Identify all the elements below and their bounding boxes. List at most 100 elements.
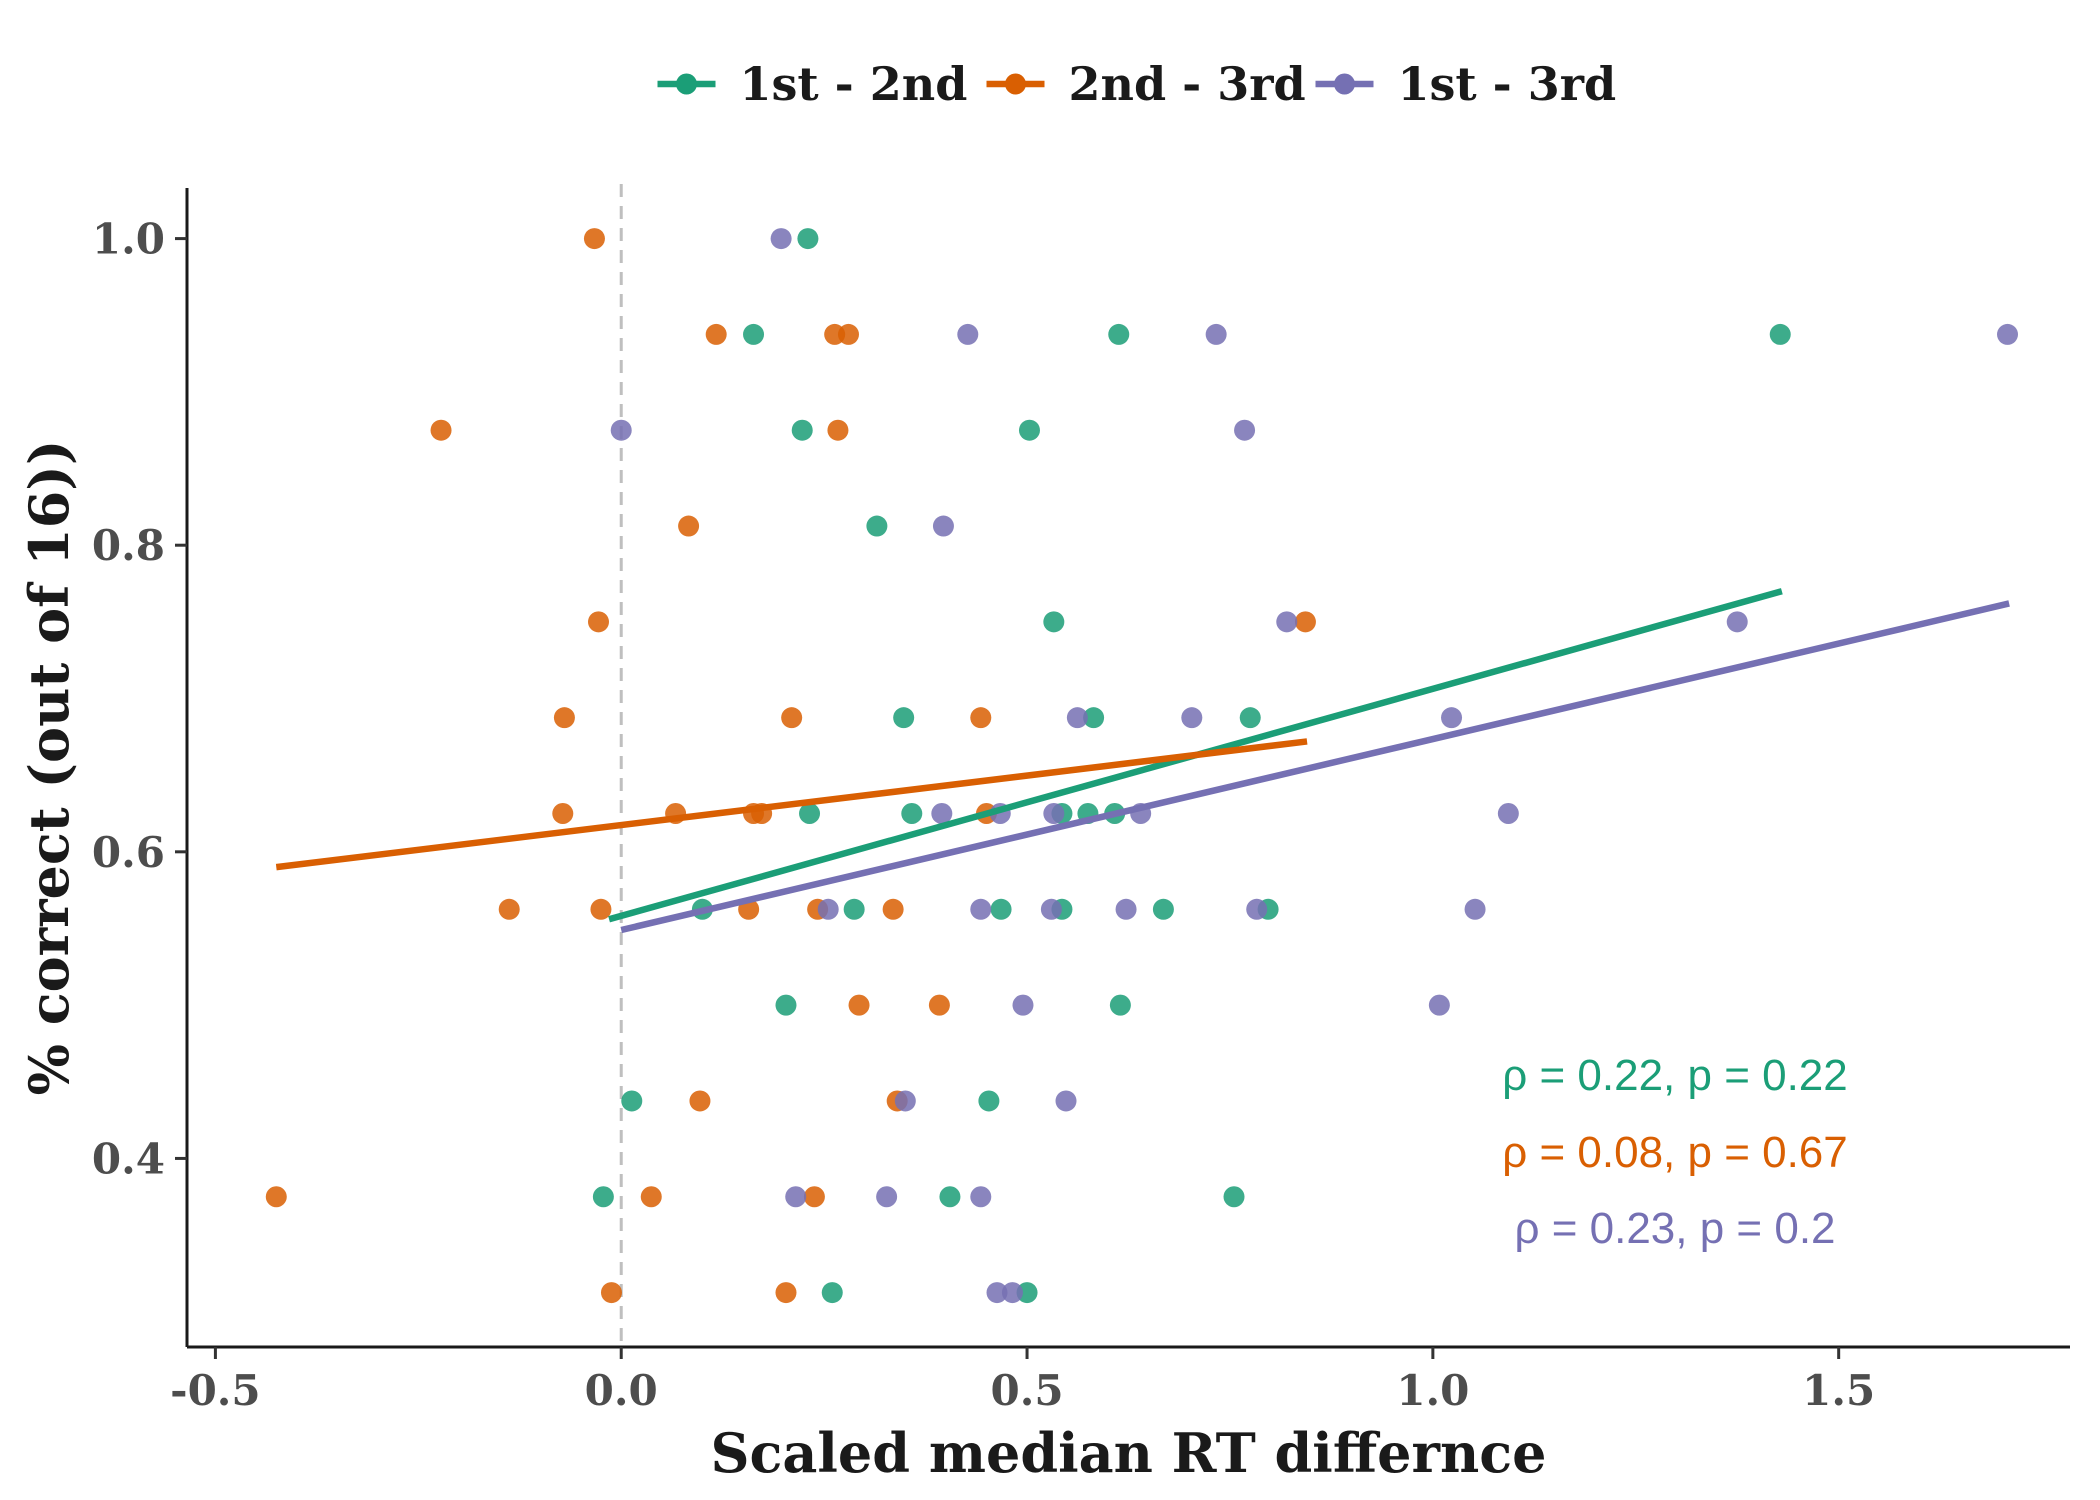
point-series-1 [893, 707, 915, 729]
point-series-2 [430, 419, 452, 441]
point-series-2 [705, 323, 727, 345]
legend-point-swatch [676, 73, 697, 95]
point-series-2 [928, 994, 950, 1016]
point-series-3 [1066, 707, 1088, 729]
fit-line-series-3 [620, 600, 2010, 934]
point-series-3 [1043, 802, 1065, 824]
point-series-3 [610, 419, 632, 441]
fit-lines-layer [275, 588, 2010, 934]
point-series-1 [939, 1186, 961, 1208]
point-series-3 [957, 323, 979, 345]
point-series-2 [837, 323, 859, 345]
point-series-1 [799, 802, 821, 824]
point-series-3 [785, 1186, 807, 1208]
point-series-1 [990, 898, 1012, 920]
point-series-1 [1018, 419, 1040, 441]
point-series-1 [901, 802, 923, 824]
point-series-1 [592, 1186, 614, 1208]
point-series-3 [894, 1090, 916, 1112]
points-layer [265, 228, 2019, 1304]
point-series-1 [791, 419, 813, 441]
x-tick-label: 1.5 [1802, 1366, 1875, 1415]
point-series-1 [1083, 707, 1105, 729]
point-series-3 [931, 802, 953, 824]
point-series-2 [1294, 611, 1316, 633]
point-series-3 [876, 1186, 898, 1208]
point-series-2 [848, 994, 870, 1016]
y-tick-label: 0.6 [92, 828, 165, 877]
x-axis-ticks: -0.5 0.0 0.5 1.0 1.5 [170, 1347, 1875, 1415]
y-tick-label: 1.0 [92, 215, 165, 264]
point-series-3 [986, 1282, 1008, 1304]
y-axis-title: % correct (out of 16)) [17, 440, 81, 1096]
point-series-2 [827, 419, 849, 441]
y-tick-label: 0.8 [92, 521, 165, 570]
point-series-3 [1055, 1090, 1077, 1112]
point-series-2 [689, 1090, 711, 1112]
legend-point-swatch [1334, 73, 1355, 95]
legend-label: 2nd - 3rd [1069, 57, 1306, 111]
legend-item-2: 2nd - 3rd [986, 57, 1306, 111]
point-series-1 [1109, 994, 1131, 1016]
fit-line-series-2 [275, 738, 1308, 871]
point-series-1 [621, 1090, 643, 1112]
y-axis-ticks: 0.4 0.6 0.8 1.0 [92, 215, 187, 1183]
point-series-2 [781, 707, 803, 729]
x-tick-label: 1.0 [1396, 1366, 1469, 1415]
x-axis-title: Scaled median RT differnce [711, 1421, 1547, 1485]
point-series-2 [600, 1282, 622, 1304]
point-series-3 [970, 1186, 992, 1208]
point-series-3 [932, 515, 954, 537]
point-series-3 [1428, 994, 1450, 1016]
point-series-1 [797, 228, 819, 250]
point-series-3 [1001, 1282, 1023, 1304]
point-series-1 [775, 994, 797, 1016]
point-series-1 [1108, 323, 1130, 345]
point-series-3 [1726, 611, 1748, 633]
point-series-1 [743, 323, 765, 345]
legend: 1st - 2nd 2nd - 3rd 1st - 3rd [657, 57, 1617, 111]
legend-item-1: 1st - 2nd [657, 57, 968, 111]
legend-label: 1st - 2nd [740, 57, 968, 111]
point-series-1 [1016, 1282, 1038, 1304]
point-series-3 [1246, 898, 1268, 920]
point-series-1 [1043, 611, 1065, 633]
point-series-2 [882, 898, 904, 920]
point-series-3 [1012, 994, 1034, 1016]
correlation-annotation-3: ρ = 0.23, p = 0.2 [1514, 1204, 1835, 1253]
correlation-annotation-2: ρ = 0.08, p = 0.67 [1502, 1128, 1848, 1177]
point-series-2 [583, 228, 605, 250]
point-series-1 [1769, 323, 1791, 345]
correlation-annotations: ρ = 0.22, p = 0.22 ρ = 0.08, p = 0.67 ρ = … [1502, 1051, 1848, 1253]
point-series-3 [1276, 611, 1298, 633]
point-series-2 [265, 1186, 287, 1208]
point-series-2 [590, 898, 612, 920]
point-series-3 [1997, 323, 2019, 345]
point-series-3 [1205, 323, 1227, 345]
plot-area [265, 184, 2019, 1347]
point-series-1 [1239, 707, 1261, 729]
point-series-2 [588, 611, 610, 633]
legend-item-3: 1st - 3rd [1315, 57, 1617, 111]
x-tick-label: -0.5 [170, 1366, 261, 1415]
point-series-1 [821, 1282, 843, 1304]
y-tick-label: 0.4 [92, 1134, 165, 1183]
x-tick-label: 0.0 [585, 1366, 658, 1415]
point-series-3 [1497, 802, 1519, 824]
point-series-2 [678, 515, 700, 537]
point-series-3 [1115, 898, 1137, 920]
x-tick-label: 0.5 [991, 1366, 1064, 1415]
point-series-2 [553, 707, 575, 729]
point-series-3 [1040, 898, 1062, 920]
point-series-2 [775, 1282, 797, 1304]
point-series-1 [1223, 1186, 1245, 1208]
point-series-3 [1441, 707, 1463, 729]
point-series-2 [970, 707, 992, 729]
legend-label: 1st - 3rd [1398, 57, 1617, 111]
point-series-3 [817, 898, 839, 920]
correlation-annotation-1: ρ = 0.22, p = 0.22 [1502, 1051, 1848, 1100]
point-series-2 [640, 1186, 662, 1208]
point-series-1 [1152, 898, 1174, 920]
point-series-2 [803, 1186, 825, 1208]
legend-point-swatch [1005, 73, 1026, 95]
